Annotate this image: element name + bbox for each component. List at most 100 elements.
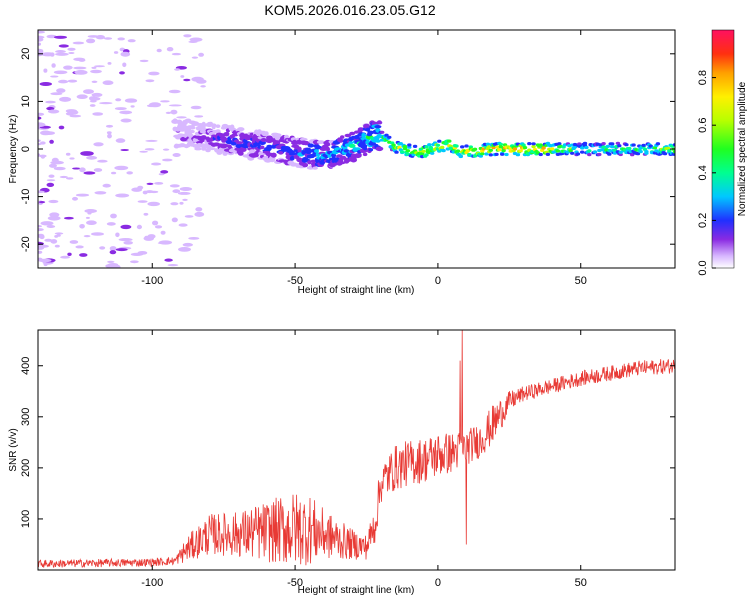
spectrogram-noise-blob: [64, 216, 74, 220]
spectrogram-noise-blob: [120, 149, 129, 151]
spectrogram-noise-blob: [79, 253, 88, 257]
spectrogram-noise-blob: [139, 59, 149, 63]
spectrogram-noise-blob: [136, 224, 142, 230]
y-tick-label: 100: [20, 510, 32, 528]
spectrogram-ridge-cell: [223, 132, 230, 137]
spectrogram-ridge-cell: [512, 147, 518, 151]
spectrogram-ridge-cell: [498, 142, 503, 146]
spectrogram-ridge-cell: [269, 157, 276, 163]
snr-x-label: Height of straight line (km): [298, 585, 415, 596]
spectrogram-ridge-cell: [375, 146, 384, 152]
spectrogram-ridge-cell: [430, 151, 435, 155]
spectrogram-noise-blob: [43, 68, 48, 73]
spectrogram-noise-blob: [50, 92, 63, 96]
spectrogram-noise-blob: [151, 162, 162, 166]
spectrogram-noise-blob: [51, 63, 56, 68]
spectrogram-noise-blob: [72, 41, 85, 45]
spectrogram-ridge-cell: [672, 143, 675, 147]
spectrogram-noise-blob: [44, 238, 53, 242]
spectrogram-ridge-cell: [340, 135, 345, 139]
spectrogram-ridge-cell: [605, 144, 611, 148]
spectrogram-ridge-cell: [228, 148, 236, 153]
spectrogram-ridge-cell: [527, 142, 532, 146]
x-tick-label: 0: [435, 577, 441, 589]
spectrogram-ridge-cell: [447, 139, 452, 143]
spectrogram-ridge-cell: [237, 127, 245, 132]
snr-y-label: SNR (v/v): [8, 428, 19, 471]
spectrogram-noise-blob: [103, 37, 113, 40]
spectrogram-noise-blob: [172, 153, 181, 157]
spectrogram-noise-blob: [91, 232, 104, 236]
spectrogram-ridge-cell: [587, 153, 592, 157]
spectrogram-noise-blob: [63, 65, 73, 70]
colorbar: 0.0 0.2 0.4 0.6 0.8 Normalized spectral ampl…: [697, 29, 748, 276]
spectrogram-ridge-cell: [472, 147, 478, 151]
spectrogram-noise-blob: [45, 100, 56, 104]
spectrogram-noise-blob: [167, 264, 179, 267]
spectrogram-noise-blob: [145, 79, 155, 83]
spectrogram-ridge-cell: [307, 143, 314, 148]
spectrogram-ridge-cell: [348, 143, 356, 148]
y-tick-label: 10: [20, 95, 32, 107]
spectrogram-ridge-cell: [260, 138, 267, 142]
spectrogram-ridge-cell: [618, 152, 623, 157]
spectrogram-noise-blob: [65, 152, 71, 156]
spectrogram-ridge-cell: [488, 148, 493, 152]
spectrogram-noise-blob: [38, 190, 45, 194]
colorbar-tick-label: 0.0: [697, 260, 709, 275]
spectrogram-ridge-cell: [627, 146, 632, 151]
spectrogram-noise-blob: [172, 189, 181, 194]
spectrogram-noise-blob: [109, 250, 117, 255]
spectrogram-ridge-cell: [580, 150, 585, 154]
spectrogram-ridge-cell: [384, 133, 389, 137]
spectrogram-noise-blob: [95, 35, 105, 40]
spectrogram-ridge-cell: [376, 121, 383, 125]
spectrogram-noise-blob: [198, 52, 205, 57]
spectrogram-noise-blob: [75, 245, 84, 249]
spectrogram-noise-blob: [148, 71, 160, 76]
spectrogram-noise-blob: [38, 258, 52, 263]
spectrogram-noise-blob: [49, 139, 54, 144]
spectrogram-ridge-cell: [484, 152, 489, 156]
spectrogram-ridge-cell: [208, 147, 216, 151]
spectrogram-ridge-cell: [362, 152, 368, 157]
spectrogram-noise-blob: [131, 187, 143, 192]
snr-panel: -100 -50 0 50 100 200 300 400 Height of straig…: [8, 329, 676, 596]
spectrogram-ridge-cell: [624, 143, 629, 147]
spectrogram-ridge-cell: [391, 143, 396, 147]
spectrogram-noise-blob: [184, 215, 194, 218]
spectrogram-ridge-cell: [240, 147, 247, 152]
spectrogram-ridge-cell: [368, 148, 374, 152]
spectrogram-ridge-cell: [491, 146, 496, 150]
spectrogram-noise-blob: [130, 105, 135, 108]
spectrogram-ridge-cell: [271, 152, 276, 157]
spectrogram-noise-blob: [55, 50, 66, 53]
spectrogram-ridge-cell: [555, 149, 561, 153]
spectrogram-noise-blob: [38, 122, 46, 127]
spectrogram-noise-blob: [122, 62, 127, 68]
spectrogram-noise-blob: [46, 225, 56, 228]
spectrogram-noise-blob: [60, 255, 71, 259]
spectrogram-ridge-cell: [235, 141, 243, 145]
spectrogram-noise-blob: [146, 104, 156, 108]
spectrogram-ridge-cell: [249, 149, 256, 154]
spectrogram-ridge-cell: [375, 139, 381, 143]
spectrogram-noise-blob: [139, 150, 148, 153]
snr-frame: [37, 329, 676, 571]
spectrogram-noise-blob: [85, 216, 90, 219]
spectrogram-noise-blob: [72, 196, 78, 201]
spectrogram-noise-blob: [58, 79, 69, 84]
spectrogram-ridge-cell: [497, 148, 502, 152]
spectrogram-noise-blob: [144, 148, 155, 151]
spectrogram-ridge-cell: [365, 127, 371, 132]
spectrogram-ridge-cell: [424, 153, 429, 157]
spectrogram-noise-blob: [97, 159, 108, 163]
spectrogram-noise-blob: [53, 70, 68, 75]
spectrogram-ridge-cell: [641, 143, 646, 147]
spectrogram-ridge-cell: [284, 134, 289, 139]
spectrogram-ridge-cell: [278, 151, 284, 155]
spectrogram-noise-blob: [40, 130, 52, 136]
spectrogram-noise-blob: [86, 220, 97, 225]
spectrogram-noise-blob: [38, 42, 41, 46]
